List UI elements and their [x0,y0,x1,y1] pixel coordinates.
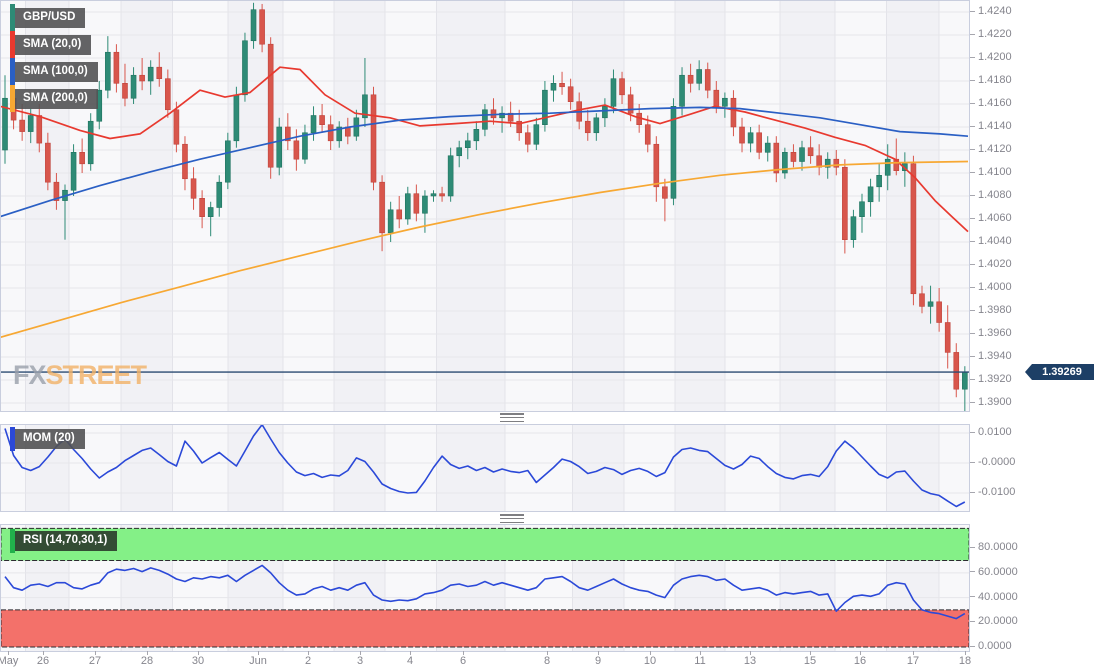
x-axis-label: 8 [543,655,551,667]
y-axis-tick-label: 1.4220 [970,28,1012,40]
x-axis-label: 18 [958,655,972,667]
panel-resize-grip-icon[interactable] [500,514,524,523]
x-axis-label: 17 [906,655,920,667]
watermark-fx: FX [13,360,47,390]
rsi-label: RSI (14,70,30,1) [15,531,118,551]
momentum-panel[interactable] [0,424,970,512]
y-axis-tick-label: 0.0100 [970,426,1012,438]
overlay-line [0,160,969,339]
y-axis-tick-label: 80.0000 [970,541,1018,553]
y-axis-tick-label: 1.4160 [970,97,1012,109]
x-axis-label: 2 [304,655,312,667]
price-badge-value: 1.39269 [1032,364,1094,380]
symbol-label: GBP/USD [15,7,86,28]
sma20-label: SMA (20,0) [15,34,92,55]
y-axis-tick-label: -0.0000 [970,456,1015,468]
y-axis-tick-label: 1.4000 [970,281,1012,293]
momentum-plot[interactable] [0,424,970,512]
rsi-line [4,564,966,620]
x-axis-label: 3 [356,655,364,667]
overlay-line [0,106,969,218]
overlay-line [0,66,969,233]
y-axis-tick-label: 1.3900 [970,396,1012,408]
candlestick-plot[interactable] [0,0,970,412]
y-axis-tick-label: 1.4120 [970,143,1012,155]
legend-item-sma200[interactable]: SMA (200,0) [10,85,98,112]
overbought-zone [0,527,970,561]
y-axis-tick-label: 1.3960 [970,327,1012,339]
y-axis-tick-label: 1.4060 [970,212,1012,224]
x-axis-label: 6 [459,655,467,667]
candles-group [2,2,968,412]
x-axis-label: 11 [694,655,706,667]
x-axis-label: 10 [643,655,657,667]
sma20-swatch-icon [10,31,15,58]
y-axis-tick-label: 1.4180 [970,74,1012,86]
y-axis-tick-label: 1.3980 [970,304,1012,316]
x-axis-label: 15 [803,655,817,667]
y-axis-tick-label: 1.4100 [970,166,1012,178]
x-axis-label: 28 [140,655,154,667]
y-axis-tick-label: 1.4020 [970,258,1012,270]
y-axis-tick-label: 1.3920 [970,373,1012,385]
x-axis-label: 4 [406,655,414,667]
x-axis-label: 9 [594,655,602,667]
x-axis-label: 16 [853,655,867,667]
y-axis-tick-label: 40.0000 [970,591,1018,603]
legend-item-symbol[interactable]: GBP/USD [10,4,86,31]
mom-swatch-icon [10,427,15,451]
x-axis-label: Jun [249,655,267,667]
y-axis-tick-label: 1.4040 [970,235,1012,247]
mom-line [4,424,966,508]
y-axis-tick-label: 1.3940 [970,350,1012,362]
price-panel[interactable]: FXSTREET [0,0,970,412]
legend-item-sma100[interactable]: SMA (100,0) [10,58,98,85]
symbol-swatch-icon [10,4,15,31]
y-axis-tick-label: 0.0000 [970,640,1012,652]
current-price-badge: 1.39269 [1025,364,1094,380]
sma100-label: SMA (100,0) [15,61,98,82]
x-axis-label: 27 [88,655,102,667]
oversold-zone [0,609,970,648]
panel-resize-grip-icon[interactable] [500,413,524,422]
sma200-swatch-icon [10,85,15,112]
legend-item-rsi[interactable]: RSI (14,70,30,1) [10,529,118,553]
y-axis-tick-label: 20.0000 [970,615,1018,627]
y-axis-tick-label: 1.4200 [970,51,1012,63]
fxstreet-watermark: FXSTREET [13,360,148,391]
y-axis-tick-label: -0.0100 [970,486,1015,498]
y-axis-tick-label: 1.4240 [970,5,1012,17]
price-badge-arrow-icon [1025,364,1032,380]
x-axis-label: May [0,655,19,667]
y-axis-tick-label: 1.4140 [970,120,1012,132]
x-axis-label: 13 [743,655,757,667]
watermark-street: STREET [45,360,148,390]
y-axis-tick-label: 60.0000 [970,566,1018,578]
x-axis-label: 26 [36,655,50,667]
sma100-swatch-icon [10,58,15,85]
rsi-panel[interactable] [0,524,970,652]
sma200-label: SMA (200,0) [15,88,98,109]
legend-item-mom[interactable]: MOM (20) [10,427,85,451]
y-axis-tick-label: 1.4080 [970,189,1012,201]
rsi-swatch-icon [10,529,15,553]
mom-label: MOM (20) [15,429,85,449]
x-axis-label: 30 [191,655,205,667]
rsi-plot[interactable] [0,524,970,652]
legend-item-sma20[interactable]: SMA (20,0) [10,31,92,58]
